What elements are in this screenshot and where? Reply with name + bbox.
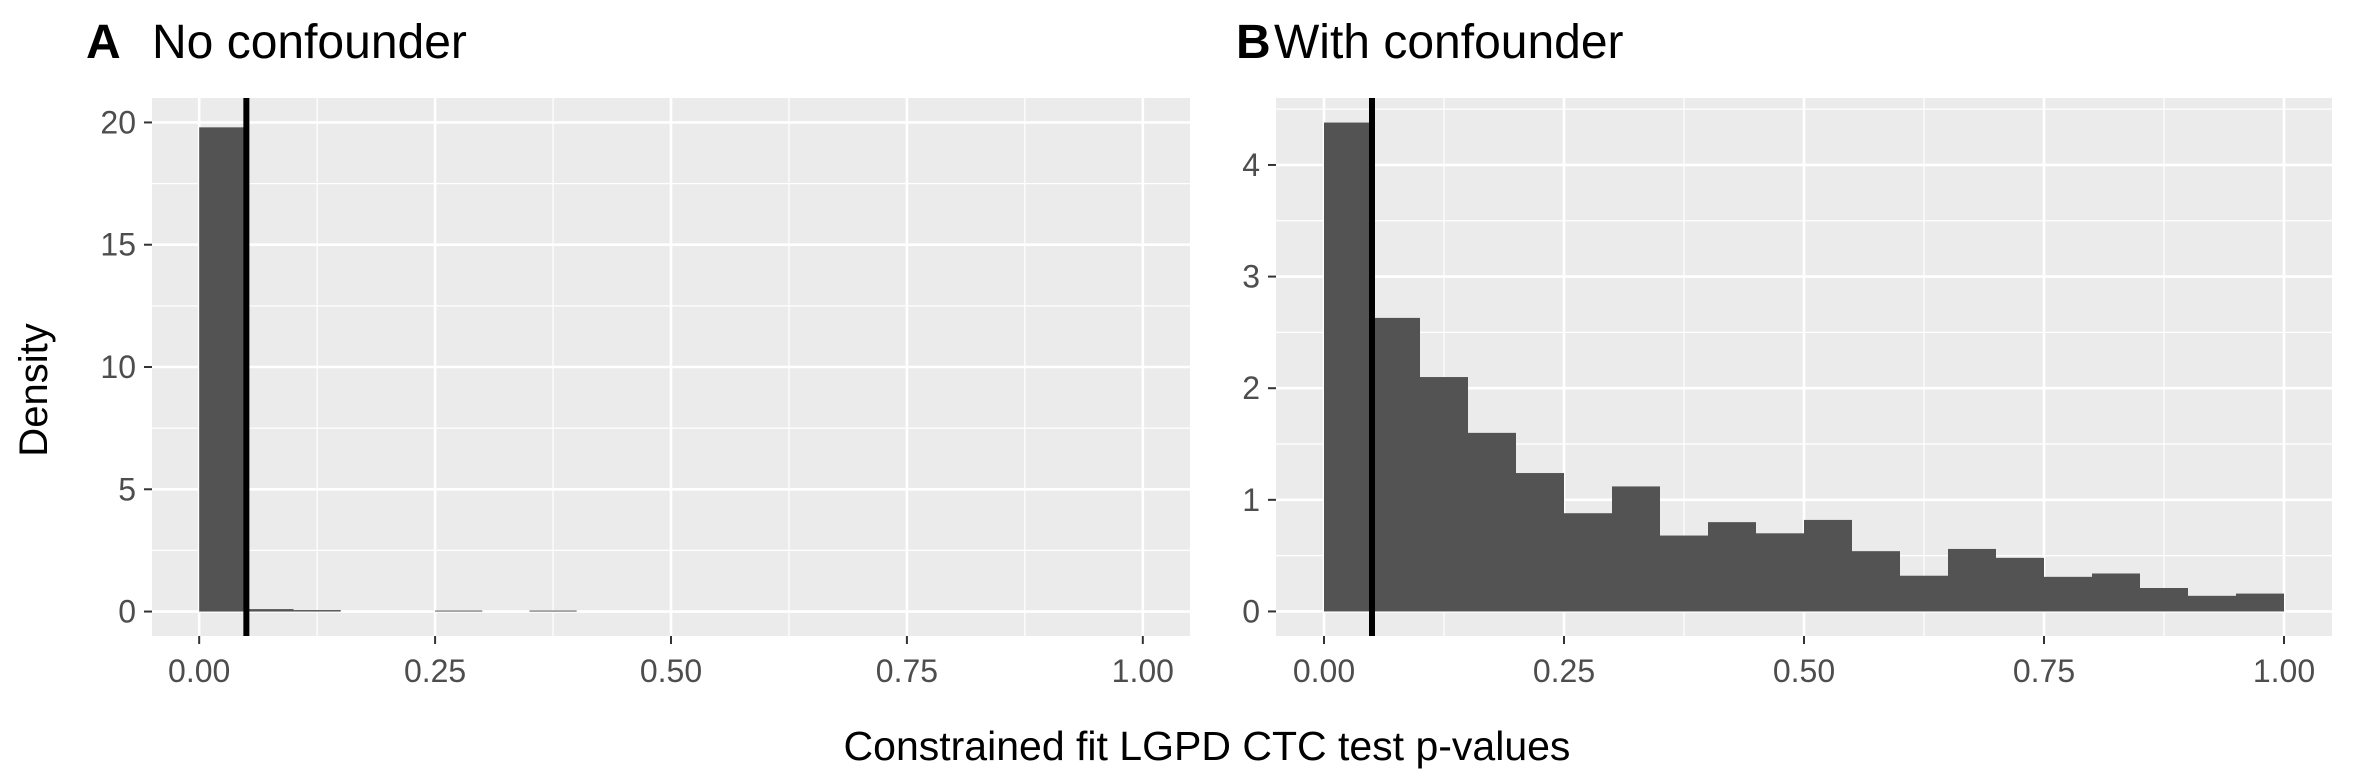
histogram-bar [1900,575,1948,612]
bars-b [1324,122,2284,612]
y-tick-label: 0 [118,594,136,630]
histogram-bar [1324,122,1372,612]
x-axis-ticks-a: 0.00 0.25 0.50 0.75 1.00 [168,636,1174,689]
histogram-bar [1612,486,1660,612]
x-tick-label: 0.25 [404,653,466,689]
y-tick-label: 4 [1242,147,1260,183]
histogram-bar [1804,519,1852,612]
histogram-bar [2236,593,2284,612]
y-axis-ticks-a: 0 5 10 15 20 [100,104,152,630]
panel-title-b: With confounder [1274,16,1624,69]
x-tick-label: 1.00 [2253,653,2315,689]
histogram-bar [1756,533,1804,612]
histogram-bar [1660,535,1708,612]
histogram-bar [293,610,341,612]
panel-letter-b: B [1236,16,1271,69]
y-tick-label: 2 [1242,370,1260,406]
x-tick-label: 0.25 [1533,653,1595,689]
bars-a [199,127,577,612]
panel-b: B With confounder 0.00 0.25 0.50 0.75 1.00 0… [1236,16,2332,689]
histogram-bar [1420,377,1468,612]
histogram-bar [2140,588,2188,612]
y-axis-title: Density [12,323,56,456]
y-tick-label: 5 [118,471,136,507]
histogram-bar [435,610,483,612]
histogram-bar [2092,573,2140,612]
grid-major-a [152,98,1190,636]
x-axis-ticks-b: 0.00 0.25 0.50 0.75 1.00 [1293,636,2315,689]
histogram-bar [2044,576,2092,612]
y-axis-ticks-b: 0 1 2 3 4 [1242,147,1276,629]
x-tick-label: 0.50 [640,653,702,689]
y-tick-label: 15 [100,227,136,263]
x-tick-label: 0.50 [1773,653,1835,689]
histogram-bar [246,609,294,612]
histogram-bar [1564,513,1612,612]
histogram-bar [1708,522,1756,612]
histogram-bar [1468,432,1516,612]
histogram-bar [1948,548,1996,612]
histogram-bar [1516,473,1564,612]
histogram-bar [529,610,577,612]
y-tick-label: 10 [100,349,136,385]
x-tick-label: 1.00 [1112,653,1174,689]
x-axis-title: Constrained fit LGPD CTC test p-values [844,723,1571,769]
x-tick-label: 0.75 [2013,653,2075,689]
panel-title-a: No confounder [152,16,467,69]
y-tick-label: 3 [1242,259,1260,295]
panel-letter-a: A [86,16,121,69]
histogram-bar [2188,595,2236,612]
y-tick-label: 1 [1242,482,1260,518]
panel-a: A No confounder 0.00 0.25 0.50 0.75 1.00 0 5 1… [86,16,1190,689]
x-tick-label: 0.75 [876,653,938,689]
histogram-bar [1996,557,2044,612]
y-tick-label: 0 [1242,593,1260,629]
histogram-bar [1852,551,1900,612]
x-tick-label: 0.00 [168,653,230,689]
y-tick-label: 20 [100,104,136,140]
histogram-bar [1372,317,1420,612]
histogram-bar [199,127,247,612]
x-tick-label: 0.00 [1293,653,1355,689]
